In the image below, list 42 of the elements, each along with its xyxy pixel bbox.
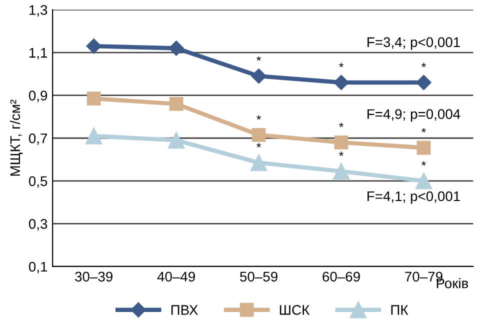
x-tick-label: 40–49	[157, 272, 195, 282]
annotation: *	[339, 62, 344, 68]
point	[168, 132, 185, 149]
annotation: *	[422, 62, 426, 68]
x-tick-label: 60–69	[322, 272, 360, 282]
point	[416, 74, 432, 90]
annotation: *	[256, 56, 262, 61]
annotation: *	[256, 115, 262, 120]
annotation: F=3,4; p<0,001	[368, 37, 460, 50]
point	[169, 96, 184, 111]
point	[334, 135, 348, 150]
point	[251, 68, 266, 84]
y-tick-label: 0,1	[28, 262, 48, 274]
y-axis-title: МЩКТ, г/см²	[10, 100, 23, 176]
legend-label: ШСК	[280, 305, 310, 315]
y-tick-label: 1,1	[29, 48, 48, 60]
annotation: F=4,1; p<0,001	[368, 191, 460, 204]
x-tick-label: 30–39	[75, 272, 112, 282]
annotation: *	[256, 143, 262, 148]
point	[85, 128, 102, 144]
y-tick-label: 0,5	[28, 176, 48, 188]
annotation: *	[339, 122, 344, 128]
y-tick-label: 0,7	[28, 133, 48, 145]
legend-label: ПК	[391, 305, 408, 315]
y-tick-label: 1,3	[29, 5, 48, 17]
point	[332, 162, 350, 180]
point	[86, 92, 101, 106]
annotation: *	[339, 152, 344, 156]
annotation: *	[422, 128, 426, 132]
x-tick-label: 50–59	[240, 272, 278, 282]
point	[86, 38, 102, 54]
annotation: *	[422, 161, 426, 166]
point	[416, 140, 431, 155]
point	[168, 40, 184, 56]
y-tick-label: 0,3	[28, 219, 48, 231]
point	[415, 172, 432, 190]
point	[252, 128, 266, 142]
legend-label: ПВХ	[171, 305, 198, 315]
point	[334, 74, 349, 90]
annotation: F=4,9; p=0,004	[368, 109, 460, 122]
y-tick-label: 0,9	[28, 90, 48, 102]
point	[250, 154, 268, 172]
